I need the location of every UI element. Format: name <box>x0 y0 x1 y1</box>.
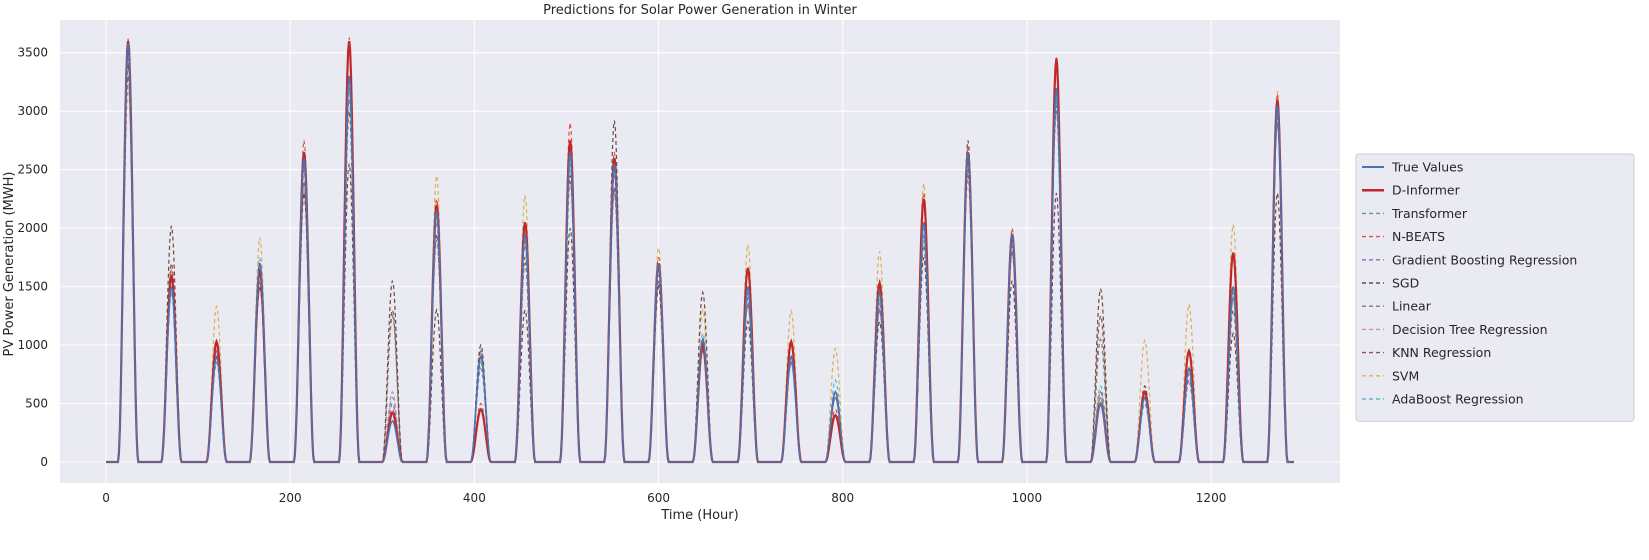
y-tick-label: 500 <box>25 396 48 410</box>
legend: True Values D-Informer Transformer N-BEATS G… <box>1355 153 1635 422</box>
legend-box <box>1355 153 1635 422</box>
plot-background <box>60 20 1340 483</box>
x-tick-label: 600 <box>647 491 670 505</box>
x-tick-label: 200 <box>279 491 302 505</box>
legend-label: Decision Tree Regression <box>1392 322 1548 337</box>
legend-label: SVM <box>1392 368 1419 383</box>
legend-label: SGD <box>1392 276 1419 291</box>
legend-label: Transformer <box>1391 206 1468 221</box>
legend-label: Linear <box>1392 299 1432 314</box>
y-tick-label: 3500 <box>17 46 48 60</box>
x-tick-label: 1200 <box>1196 491 1227 505</box>
legend-label: Gradient Boosting Regression <box>1392 252 1577 267</box>
series-line-gradient-boosting-regression <box>106 58 1294 463</box>
legend-label: D-Informer <box>1392 183 1461 198</box>
y-tick-label: 1000 <box>17 338 48 352</box>
legend-label: AdaBoost Regression <box>1392 392 1524 407</box>
tick-labels: 0 200 400 600 800 1000 1200 0 500 1000 1500 2000 250… <box>17 46 1226 505</box>
y-tick-label: 3000 <box>17 104 48 118</box>
chart-title: Predictions for Solar Power Generation i… <box>543 3 857 18</box>
x-tick-label: 1000 <box>1012 491 1043 505</box>
series-line-true-values <box>106 43 1294 463</box>
series-line-linear <box>106 76 1294 463</box>
y-tick-label: 2000 <box>17 221 48 235</box>
x-tick-label: 0 <box>102 491 110 505</box>
series-line-knn-regression <box>106 76 1294 463</box>
y-tick-label: 0 <box>40 455 48 469</box>
series-lines <box>106 37 1294 464</box>
series-line-sgd <box>106 64 1294 463</box>
legend-label: KNN Regression <box>1392 345 1491 360</box>
legend-label: True Values <box>1391 160 1463 175</box>
y-tick-label: 1500 <box>17 280 48 294</box>
y-axis-label: PV Power Generation (MWH) <box>2 172 17 357</box>
x-axis-label: Time (Hour) <box>660 508 738 523</box>
legend-label: N-BEATS <box>1392 229 1445 244</box>
y-tick-label: 2500 <box>17 163 48 177</box>
x-tick-label: 800 <box>831 491 854 505</box>
x-tick-label: 400 <box>463 491 486 505</box>
